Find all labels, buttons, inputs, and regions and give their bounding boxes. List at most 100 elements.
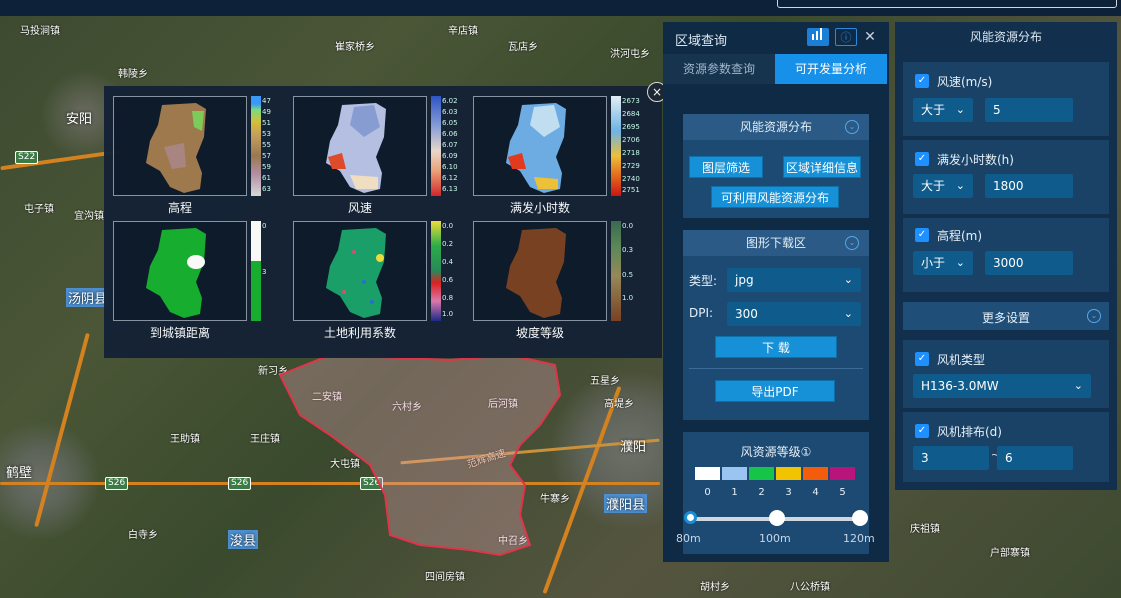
wind-speed-operator[interactable]: 大于 ⌄ [913, 98, 973, 122]
distance-legend [251, 221, 261, 321]
chart-icon[interactable] [807, 28, 829, 46]
dpi-select[interactable]: 300 ⌄ [727, 302, 861, 326]
city-label: 鹤壁 [6, 466, 33, 481]
chevron-down-icon: ⌄ [955, 103, 965, 116]
town-label: 崔家桥乡 [335, 42, 375, 53]
grade-level: 3 [785, 487, 792, 498]
town-label: 辛店镇 [448, 26, 478, 37]
city-label: 濮阳 [620, 440, 647, 455]
chevron-down-icon: ⌄ [1073, 379, 1083, 392]
checkbox-checked-icon[interactable]: ✓ [915, 424, 929, 438]
download-section: 图形下载区 ⌄ 类型: jpg ⌄ DPI: 300 ⌄ 下 载 导出PDF [683, 230, 869, 420]
town-label: 四间房镇 [425, 572, 465, 583]
town-label: 白寺乡 [128, 530, 158, 541]
layout-max-input[interactable]: 6 [997, 446, 1073, 470]
thumb-caption: 到城镇距离 [149, 326, 210, 340]
town-label: 胡村乡 [700, 582, 730, 593]
turbine-layout-label: 风机排布(d) [937, 425, 1002, 439]
type-select[interactable]: jpg ⌄ [727, 268, 861, 292]
wind-speed-label: 风速(m/s) [937, 75, 993, 89]
town-label: 六村乡 [392, 398, 422, 413]
wind-speed-card: ✓ 风速(m/s) 大于 ⌄ 5 [903, 62, 1109, 136]
town-label: 户部寨镇 [990, 548, 1030, 559]
wind-resource-filter-panel: 风能资源分布 ✓ 风速(m/s) 大于 ⌄ 5 ✓ 满发小时数(h) 大于 ⌄ 18… [895, 22, 1117, 490]
close-icon[interactable]: ✕ [864, 29, 876, 45]
info-icon[interactable]: ⓘ [835, 28, 857, 46]
turbine-type-select[interactable]: H136-3.0MW ⌄ [913, 374, 1091, 398]
divider [689, 368, 863, 369]
town-label: 大屯镇 [330, 459, 360, 470]
more-settings-header[interactable]: 更多设置 ⌄ [903, 302, 1109, 330]
elevation-label: 高程(m) [937, 229, 983, 243]
search-box[interactable] [777, 0, 1117, 8]
full-hours-legend [611, 96, 621, 196]
city-label: 安阳 [66, 112, 93, 127]
town-label: 高堤乡 [604, 399, 634, 410]
thumb-caption: 土地利用系数 [323, 326, 396, 340]
slope-legend [611, 221, 621, 321]
layer-filter-button[interactable]: 图层筛选 [689, 156, 763, 178]
full-hours-operator[interactable]: 大于 ⌄ [913, 174, 973, 198]
town-label: 二安镇 [312, 388, 342, 403]
full-hours-input[interactable]: 1800 [985, 174, 1073, 198]
elevation-thumbnail[interactable] [113, 96, 247, 196]
section-header[interactable]: 图形下载区 ⌄ [683, 230, 869, 256]
town-label: 洪河屯乡 [610, 49, 650, 60]
grade-swatch-5 [830, 467, 855, 480]
grade-swatch-3 [776, 467, 801, 480]
elevation-legend [251, 96, 261, 196]
selected-region[interactable] [270, 355, 570, 560]
town-label: 马投涧镇 [20, 26, 60, 37]
layer-preview-popup: × 47 49 51 53 55 57 59 61 63 高程 6.02 6.0… [104, 82, 667, 358]
wind-grade-title: 风资源等级① [740, 445, 812, 459]
turbine-layout-card: ✓ 风机排布(d) 3 ~ 6 [903, 412, 1109, 482]
town-label: 五星乡 [590, 376, 620, 387]
wind-grade-section [683, 432, 869, 554]
section-header[interactable]: 风能资源分布 ⌄ [683, 114, 869, 140]
turbine-type-card: ✓ 风机类型 H136-3.0MW ⌄ [903, 340, 1109, 408]
export-pdf-button[interactable]: 导出PDF [715, 380, 835, 402]
chevron-down-icon[interactable]: ⌄ [845, 236, 859, 250]
tab-resource-params[interactable]: 资源参数查询 [663, 54, 775, 84]
town-label: 八公桥镇 [790, 582, 830, 593]
tab-developable-analysis[interactable]: 可开发量分析 [775, 54, 887, 84]
elevation-input[interactable]: 3000 [985, 251, 1073, 275]
checkbox-checked-icon[interactable]: ✓ [915, 352, 929, 366]
slider-handle-80m[interactable] [684, 511, 697, 524]
grade-level: 5 [839, 487, 846, 498]
grade-swatch-1 [722, 467, 747, 480]
checkbox-checked-icon[interactable]: ✓ [915, 152, 929, 166]
full-hours-thumbnail[interactable] [473, 96, 607, 196]
region-detail-button[interactable]: 区域详细信息 [783, 156, 861, 178]
slope-thumbnail[interactable] [473, 221, 607, 321]
town-label: 宜沟镇 [74, 211, 104, 222]
wind-speed-input[interactable]: 5 [985, 98, 1073, 122]
layout-min-input[interactable]: 3 [913, 446, 989, 470]
usable-wind-button[interactable]: 可利用风能资源分布 [711, 186, 839, 208]
slider-handle-100m[interactable] [769, 510, 785, 526]
full-hours-label: 满发小时数(h) [937, 153, 1014, 167]
thumb-caption: 高程 [167, 201, 192, 215]
chevron-down-icon[interactable]: ⌄ [1087, 309, 1101, 323]
wind-speed-thumbnail[interactable] [293, 96, 427, 196]
checkbox-checked-icon[interactable]: ✓ [915, 228, 929, 242]
chevron-down-icon: ⌄ [955, 179, 965, 192]
wind-speed-legend [431, 96, 441, 196]
town-label: 瓦店乡 [508, 42, 538, 53]
city-label: 濮阳县 [604, 494, 648, 513]
download-button[interactable]: 下 载 [715, 336, 837, 358]
height-label: 100m [759, 532, 791, 545]
panel-title: 区域查询 [675, 34, 728, 49]
checkbox-checked-icon[interactable]: ✓ [915, 74, 929, 88]
height-label: 80m [676, 532, 701, 545]
chevron-down-icon[interactable]: ⌄ [845, 120, 859, 134]
distance-thumbnail[interactable] [113, 221, 247, 321]
town-label: 庆祖镇 [910, 524, 940, 535]
city-label: 汤阴县 [66, 288, 110, 307]
wind-distribution-section: 风能资源分布 ⌄ 图层筛选 区域详细信息 可利用风能资源分布 [683, 114, 869, 218]
elevation-operator[interactable]: 小于 ⌄ [913, 251, 973, 275]
dpi-label: DPI: [689, 306, 714, 320]
slider-handle-120m[interactable] [852, 510, 868, 526]
town-label: 新习乡 [258, 366, 288, 377]
land-use-thumbnail[interactable] [293, 221, 427, 321]
